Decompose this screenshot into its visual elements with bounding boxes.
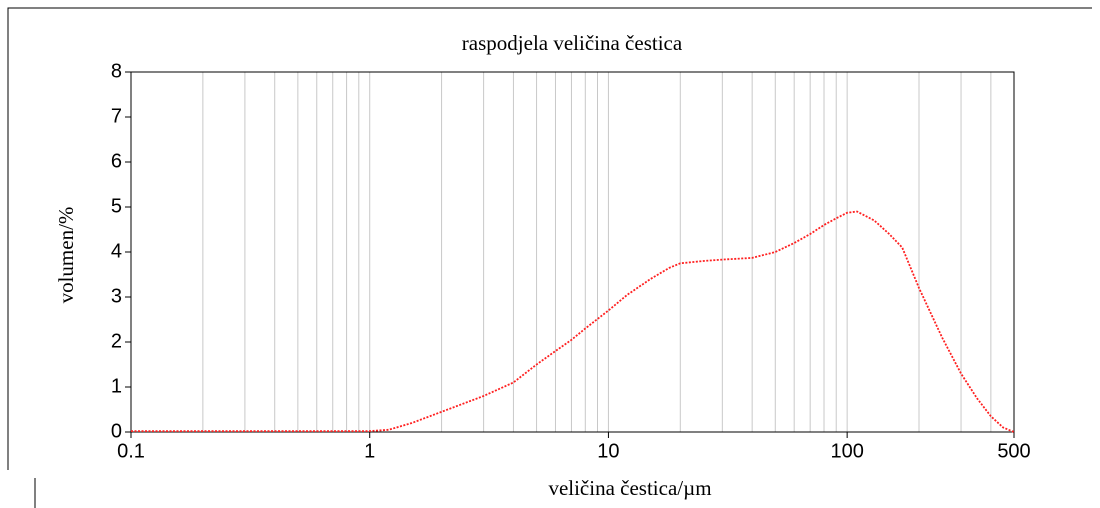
y-tick-label: 0 <box>111 420 122 442</box>
x-tick-label: 10 <box>597 440 619 462</box>
y-tick-label: 7 <box>111 105 122 127</box>
data-line <box>131 210 1015 433</box>
y-tick-label: 1 <box>111 375 122 397</box>
chart-title: raspodjela veličina čestica <box>462 31 683 55</box>
frame <box>7 7 1092 470</box>
y-tick-label: 2 <box>111 330 122 352</box>
y-tick-label: 3 <box>111 285 122 307</box>
grid <box>130 71 1015 433</box>
y-tick-label: 8 <box>111 60 122 82</box>
x-axis-label: veličina čestica/µm <box>548 476 711 500</box>
y-tick-label: 6 <box>111 150 122 172</box>
y-tick-label: 5 <box>111 195 122 217</box>
x-tick-label: 0.1 <box>117 440 145 462</box>
y-tick-label: 4 <box>111 240 122 262</box>
x-tick-label: 1 <box>364 440 375 462</box>
plot <box>131 210 1015 433</box>
x-tick-label: 500 <box>997 440 1030 462</box>
y-axis-label: volumen/% <box>54 207 78 304</box>
x-tick-label: 100 <box>830 440 863 462</box>
plot-border <box>130 71 1015 433</box>
